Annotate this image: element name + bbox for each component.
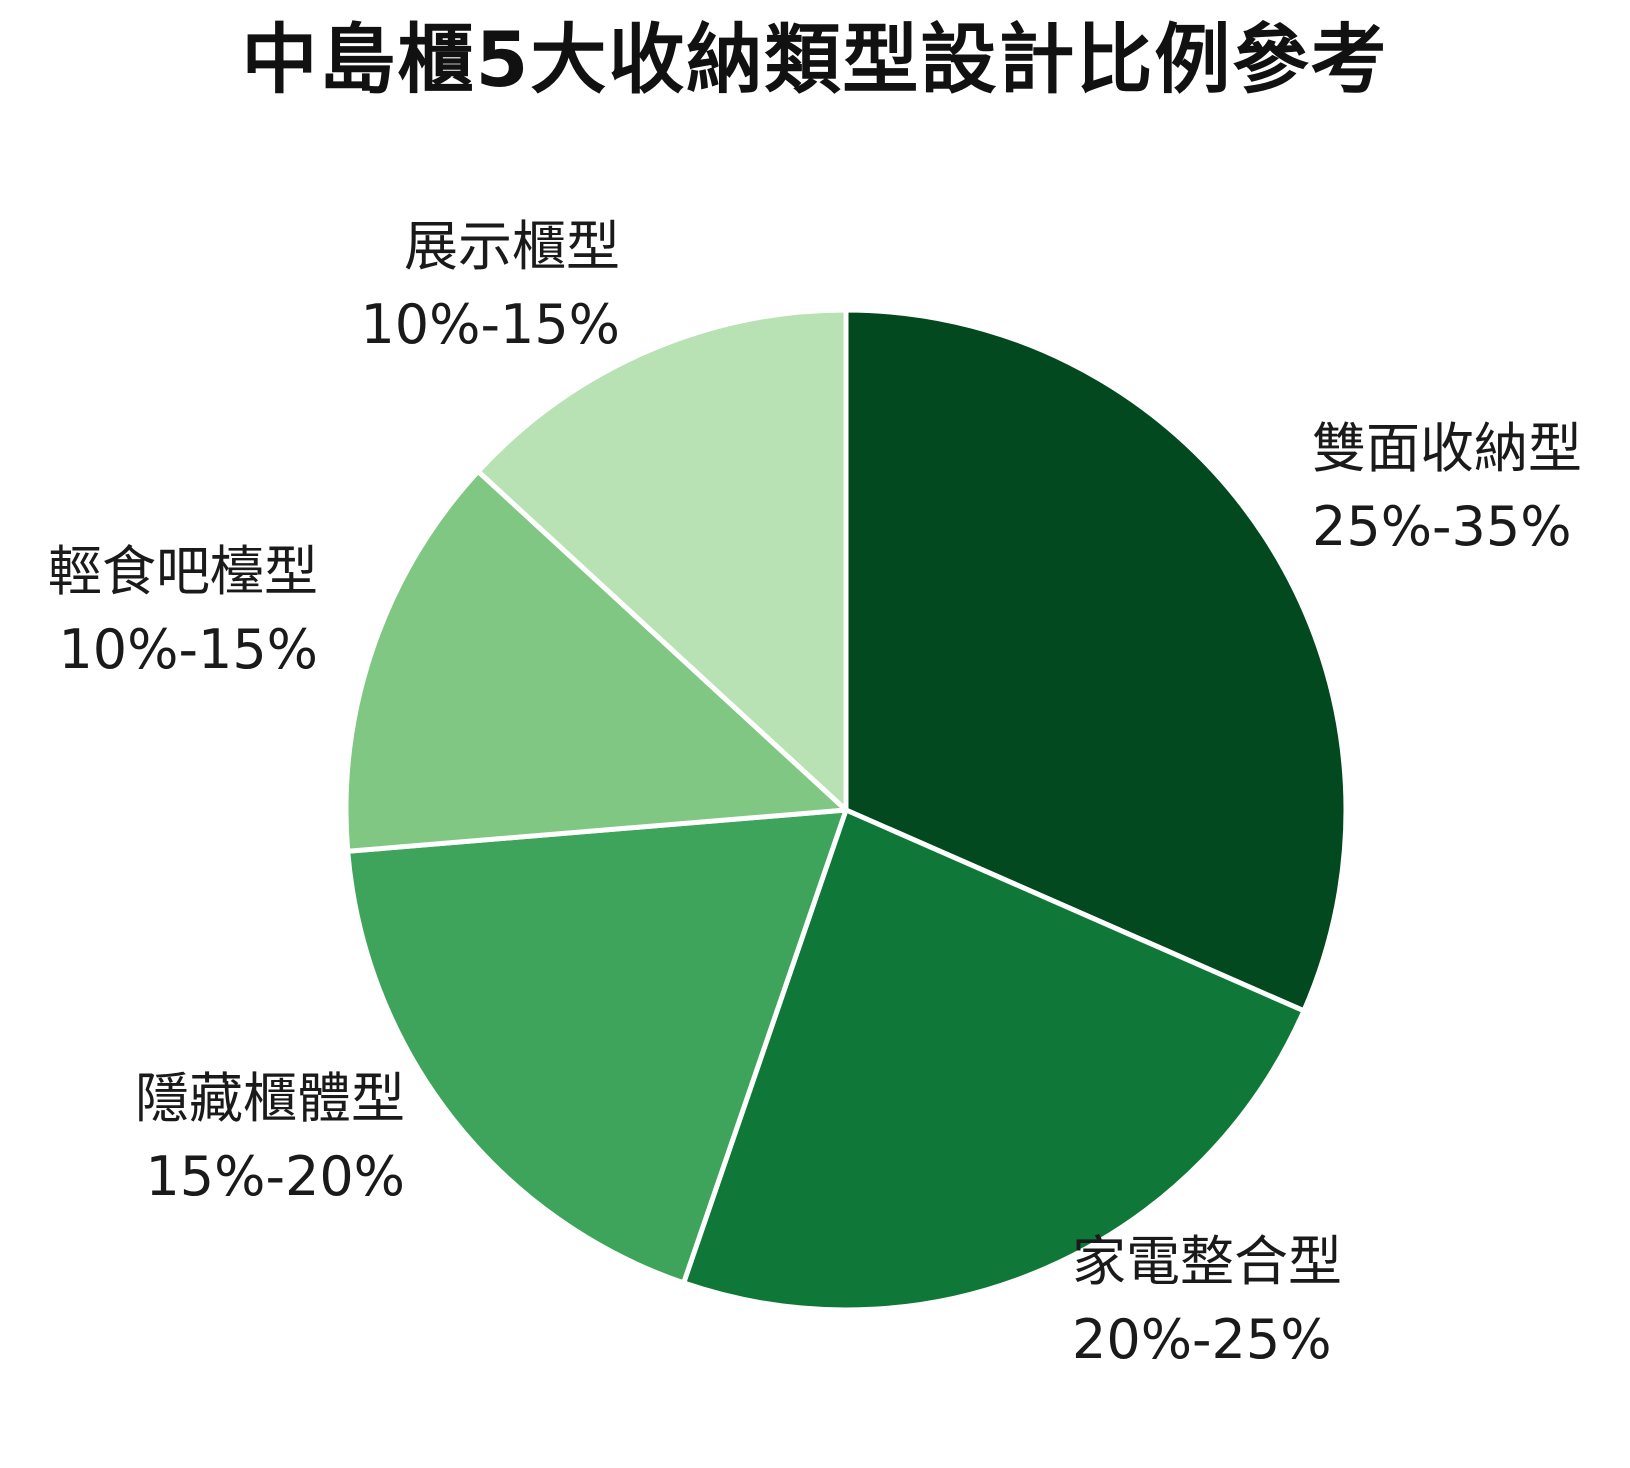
- pie-slice-1: [843, 307, 1349, 1014]
- pie-slice-5: [475, 307, 849, 813]
- slice-label-category: 雙面收納型: [1312, 417, 1582, 480]
- pie-slice-4: [343, 468, 849, 854]
- pie-labels: 雙面收納型 25%-35% 家電整合型 20%-25% 隱藏櫃體型 15%-20% 輕食吧檯…: [48, 215, 1582, 1371]
- slice-label-range: 25%-35%: [1312, 495, 1572, 558]
- slice-label-category: 輕食吧檯型: [48, 540, 318, 603]
- slice-label-range: 10%-15%: [58, 618, 318, 681]
- slice-label-range: 20%-25%: [1072, 1308, 1332, 1371]
- pie-slice-2: [681, 807, 1307, 1313]
- slice-label-range: 10%-15%: [360, 293, 620, 356]
- pie-slice-3: [345, 807, 849, 1286]
- slice-label-range: 15%-20%: [145, 1145, 405, 1208]
- slice-label-category: 隱藏櫃體型: [135, 1067, 405, 1130]
- chart-title: 中島櫃5大收納類型設計比例參考: [241, 15, 1389, 104]
- slice-label-category: 展示櫃型: [404, 215, 620, 278]
- slice-label-category: 家電整合型: [1072, 1230, 1342, 1293]
- pie-slices: [343, 307, 1349, 1313]
